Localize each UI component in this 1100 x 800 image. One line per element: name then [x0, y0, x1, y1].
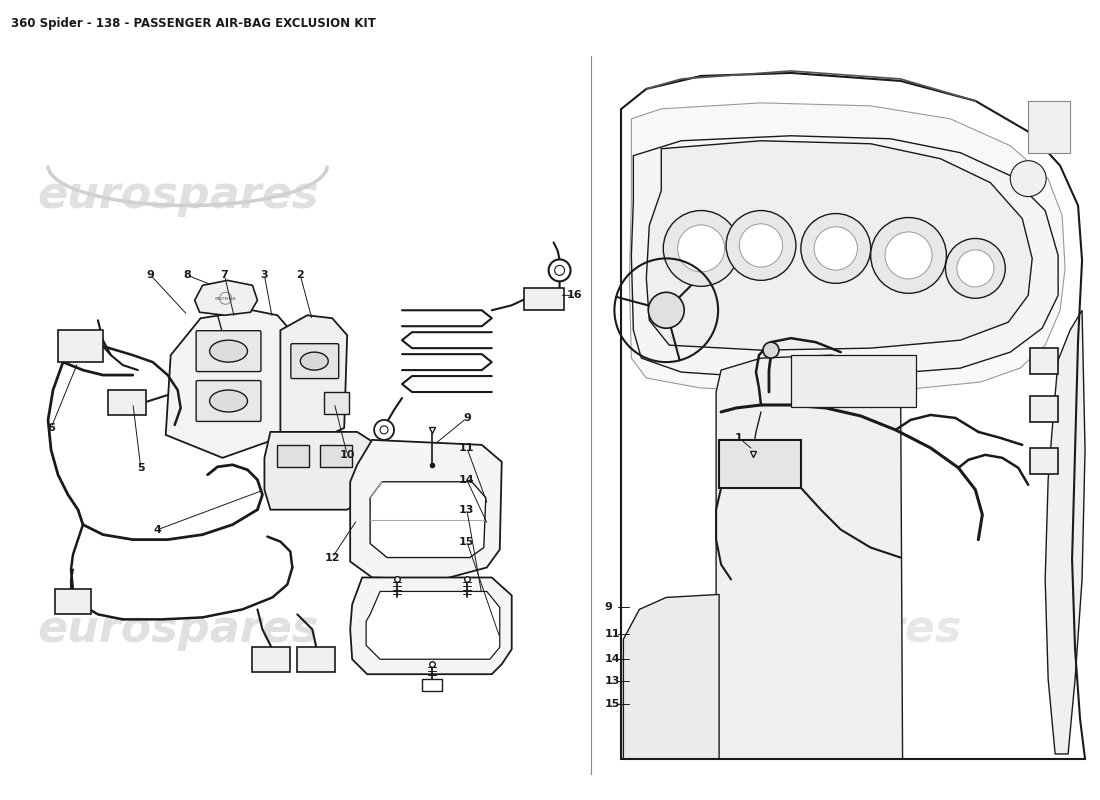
Text: 11: 11 — [604, 630, 620, 639]
Circle shape — [945, 238, 1005, 298]
FancyBboxPatch shape — [196, 330, 261, 371]
Circle shape — [1010, 161, 1046, 197]
Bar — [524, 288, 563, 310]
Text: 4: 4 — [154, 525, 162, 534]
Text: 10: 10 — [340, 450, 355, 460]
Ellipse shape — [210, 390, 248, 412]
Bar — [719, 440, 801, 488]
Text: 9: 9 — [463, 413, 471, 423]
Polygon shape — [166, 310, 290, 458]
Ellipse shape — [300, 352, 328, 370]
Text: eurospares: eurospares — [680, 189, 961, 232]
Polygon shape — [629, 103, 1065, 392]
Bar — [297, 647, 336, 672]
Circle shape — [374, 420, 394, 440]
Bar — [253, 647, 290, 672]
Bar — [1031, 448, 1058, 474]
Text: 3: 3 — [261, 270, 268, 280]
FancyBboxPatch shape — [290, 344, 339, 378]
Text: 14: 14 — [459, 474, 475, 485]
Text: eurospares: eurospares — [680, 608, 961, 651]
Polygon shape — [1045, 310, 1085, 754]
Text: 2: 2 — [296, 270, 305, 280]
Ellipse shape — [210, 340, 248, 362]
Bar — [1031, 396, 1058, 422]
Text: 9: 9 — [604, 602, 613, 612]
Circle shape — [801, 214, 871, 283]
Circle shape — [648, 292, 684, 328]
Text: 8: 8 — [184, 270, 191, 280]
Text: eurospares: eurospares — [37, 174, 318, 217]
Circle shape — [763, 342, 779, 358]
Circle shape — [678, 225, 725, 272]
Circle shape — [739, 224, 782, 267]
Circle shape — [663, 210, 739, 286]
Text: 1: 1 — [735, 433, 743, 443]
Polygon shape — [716, 355, 903, 759]
Circle shape — [886, 232, 932, 279]
Text: 16: 16 — [566, 290, 582, 300]
Text: 5: 5 — [138, 463, 144, 473]
Text: 7: 7 — [221, 270, 229, 280]
Bar — [108, 390, 146, 415]
Bar — [422, 679, 442, 691]
Text: 13: 13 — [459, 505, 474, 514]
Bar — [320, 445, 352, 467]
Text: eureka: eureka — [214, 296, 236, 301]
Circle shape — [871, 218, 946, 294]
Bar — [58, 330, 103, 362]
Polygon shape — [264, 432, 382, 510]
Circle shape — [554, 266, 564, 275]
Polygon shape — [370, 482, 486, 558]
Text: 11: 11 — [459, 443, 474, 453]
Polygon shape — [350, 578, 512, 674]
Text: 12: 12 — [324, 553, 340, 562]
Polygon shape — [631, 136, 1058, 378]
Text: 9: 9 — [146, 270, 155, 280]
Bar — [55, 590, 91, 614]
Polygon shape — [195, 280, 257, 315]
Text: 15: 15 — [459, 537, 474, 546]
Text: 14: 14 — [604, 654, 620, 664]
Text: 6: 6 — [47, 423, 55, 433]
Circle shape — [726, 210, 796, 280]
Text: 360 Spider - 138 - PASSENGER AIR-BAG EXCLUSION KIT: 360 Spider - 138 - PASSENGER AIR-BAG EXC… — [11, 17, 376, 30]
Text: 13: 13 — [604, 676, 619, 686]
Circle shape — [549, 259, 571, 282]
Bar — [324, 392, 349, 414]
Polygon shape — [280, 315, 348, 445]
Circle shape — [381, 426, 388, 434]
Text: eurospares: eurospares — [37, 608, 318, 651]
Bar — [1028, 101, 1070, 153]
Polygon shape — [350, 440, 502, 579]
Polygon shape — [366, 591, 499, 659]
Polygon shape — [624, 594, 719, 759]
FancyBboxPatch shape — [196, 381, 261, 422]
Circle shape — [814, 227, 857, 270]
FancyBboxPatch shape — [791, 355, 915, 407]
Circle shape — [957, 250, 994, 287]
Bar — [277, 445, 309, 467]
Bar — [1031, 348, 1058, 374]
Polygon shape — [647, 141, 1032, 350]
Text: 15: 15 — [604, 699, 619, 709]
